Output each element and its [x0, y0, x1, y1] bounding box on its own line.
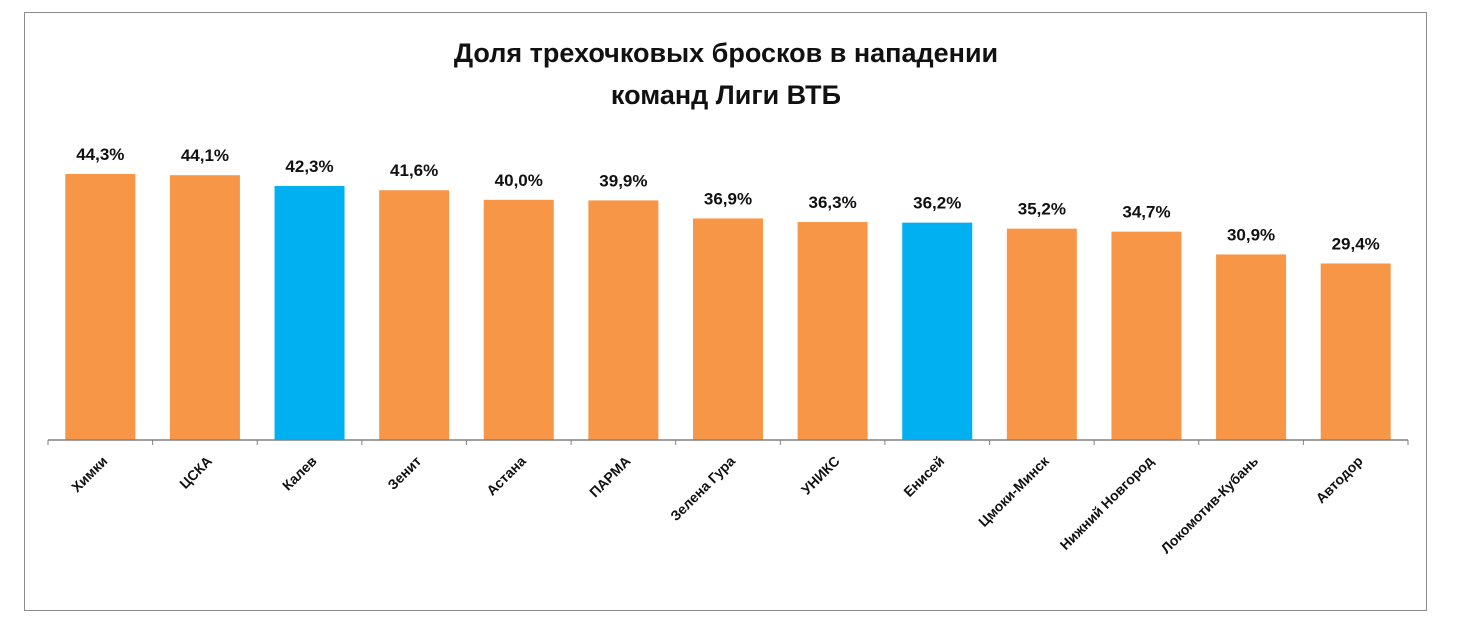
value-label-1: 44,3% — [76, 145, 124, 164]
category-label-2: ЦСКА — [176, 453, 215, 492]
value-label-6: 39,9% — [599, 171, 647, 190]
bar-11 — [1111, 231, 1182, 440]
value-label-13: 29,4% — [1332, 234, 1380, 253]
category-label-10: Цмоки-Минск — [975, 452, 1053, 530]
chart-title-line-2: команд Лиги ВТБ — [610, 80, 842, 110]
category-label-9: Енисей — [900, 453, 947, 500]
bar-5 — [483, 199, 554, 440]
bar-3 — [274, 186, 345, 440]
category-label-6: ПАРМА — [586, 453, 633, 500]
category-label-13: Автодор — [1312, 453, 1365, 506]
category-labels-group: Химки ЦСКА Калев Зенит Астана ПАРМА Зелена Гур… — [47, 440, 1409, 557]
bar-6 — [588, 200, 659, 440]
bar-8 — [797, 222, 868, 440]
value-label-10: 35,2% — [1018, 200, 1066, 219]
bar-4 — [379, 190, 450, 440]
category-label-5: Астана — [483, 453, 529, 499]
bar-10 — [1006, 228, 1077, 440]
value-label-9: 36,2% — [913, 194, 961, 213]
bar-9 — [902, 222, 973, 440]
chart-title: Доля трехочковых бросков в нападении ком… — [0, 32, 1452, 116]
bar-12 — [1216, 254, 1287, 440]
chart-title-line-1: Доля трехочковых бросков в нападении — [453, 38, 999, 68]
bar-2 — [169, 175, 240, 440]
category-label-11: Нижний Новгород — [1057, 453, 1157, 553]
value-label-12: 30,9% — [1227, 225, 1275, 244]
bar-13 — [1320, 263, 1391, 440]
value-label-3: 42,3% — [285, 157, 333, 176]
category-label-4: Зенит — [384, 453, 424, 493]
category-label-12: Локомотив-Кубань — [1158, 453, 1262, 557]
bars-group — [65, 174, 1391, 440]
value-label-4: 41,6% — [390, 161, 438, 180]
value-label-2: 44,1% — [181, 146, 229, 165]
value-labels-group: 44,3% 44,1% 42,3% 41,6% 40,0% 39,9% 36,9% 36,3%… — [76, 145, 1380, 253]
value-label-11: 34,7% — [1122, 203, 1170, 222]
category-label-7: Зелена Гура — [667, 453, 738, 524]
value-label-8: 36,3% — [809, 193, 857, 212]
bar-7 — [693, 218, 763, 440]
category-label-1: Химки — [68, 453, 110, 495]
category-label-8: УНИКС — [798, 453, 843, 498]
category-label-3: Калев — [279, 453, 320, 494]
bar-1 — [65, 174, 136, 440]
value-label-5: 40,0% — [495, 171, 543, 190]
value-label-7: 36,9% — [704, 189, 752, 208]
